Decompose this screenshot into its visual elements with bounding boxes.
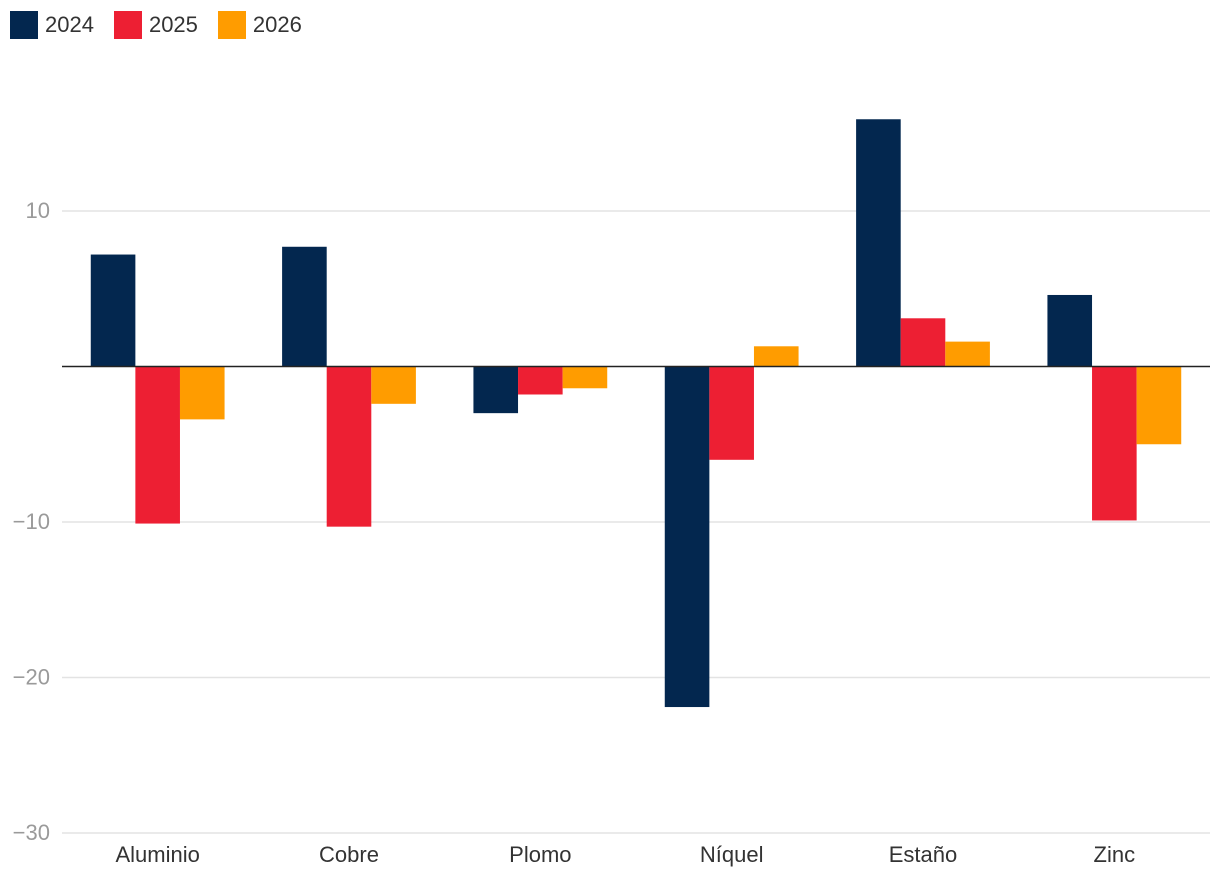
- x-tick-label: Aluminio: [115, 842, 199, 867]
- legend-item-2026: 2026: [217, 11, 302, 39]
- bar-2025-3: [709, 366, 754, 460]
- bar-2025-0: [135, 366, 180, 524]
- legend-item-2025: 2025: [113, 11, 198, 39]
- x-tick-label: Zinc: [1094, 842, 1136, 867]
- bar-2026-1: [371, 366, 416, 404]
- legend-swatch-2024: [10, 11, 38, 39]
- y-tick-label: 10: [26, 198, 50, 223]
- legend-label-2026: 2026: [252, 12, 302, 37]
- bar-2024-0: [90, 254, 136, 367]
- bar-2024-3: [664, 366, 710, 708]
- bar-2026-5: [1136, 366, 1182, 445]
- legend: 2024 2025 2026: [10, 11, 302, 39]
- legend-label-2024: 2024: [45, 12, 94, 37]
- legend-item-2024: 2024: [10, 11, 94, 39]
- y-tick-label: −20: [13, 665, 50, 690]
- x-tick-label: Estaño: [889, 842, 958, 867]
- bar-2024-1: [282, 246, 327, 367]
- bar-2025-4: [900, 318, 946, 367]
- bar-2024-5: [1047, 294, 1093, 367]
- bar-2026-2: [562, 366, 608, 389]
- bar-2026-4: [945, 341, 990, 367]
- bar-2026-0: [179, 366, 225, 420]
- bar-2025-1: [326, 366, 372, 527]
- x-tick-label: Plomo: [509, 842, 571, 867]
- y-tick-label: −30: [13, 820, 50, 845]
- bar-2024-4: [856, 119, 901, 367]
- y-tick-label: −10: [13, 509, 50, 534]
- legend-label-2025: 2025: [148, 12, 198, 37]
- legend-swatch-2026: [217, 11, 246, 39]
- legend-swatch-2025: [113, 11, 142, 39]
- bar-2024-2: [473, 366, 519, 414]
- bar-2025-5: [1092, 366, 1137, 521]
- bar-2026-3: [753, 346, 799, 367]
- x-tick-label: Níquel: [700, 842, 764, 867]
- x-tick-label: Cobre: [319, 842, 379, 867]
- bar-2025-2: [518, 366, 563, 395]
